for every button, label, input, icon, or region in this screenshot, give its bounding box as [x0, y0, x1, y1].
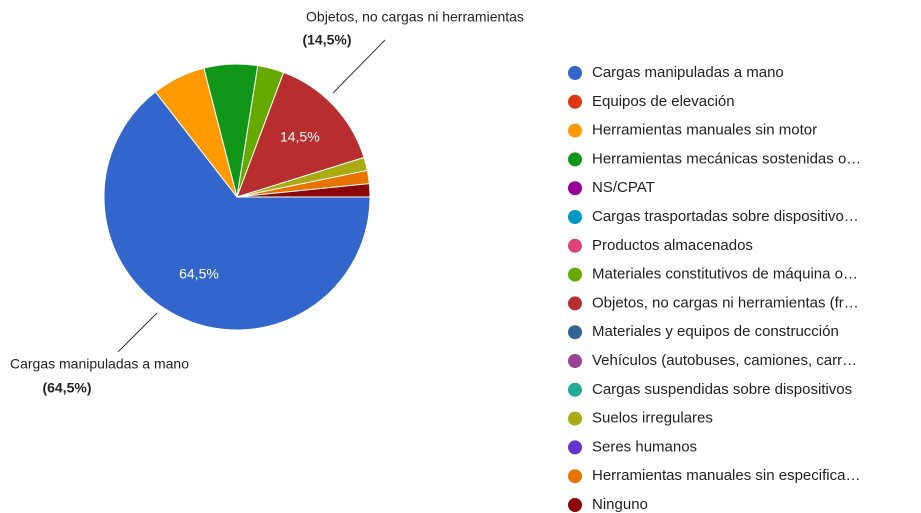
- legend-label: Cargas trasportadas sobre dispositivo…: [592, 208, 859, 225]
- annotation-value: (14,5%): [302, 32, 351, 48]
- legend-swatch: [568, 382, 582, 397]
- legend-swatch: [568, 440, 582, 455]
- legend-label: Materiales y equipos de construcción: [592, 323, 839, 340]
- legend-label: Objetos, no cargas ni herramientas (fr…: [592, 294, 859, 311]
- legend-label: Productos almacenados: [592, 237, 753, 254]
- slice-label: 64,5%: [179, 265, 219, 281]
- legend-swatch: [568, 498, 582, 512]
- legend-swatch: [568, 296, 582, 311]
- annotation: Objetos, no cargas ni herramientas: [306, 9, 524, 25]
- pie-slice: [236, 71, 365, 198]
- legend-swatch: [568, 66, 582, 80]
- legend-label: Cargas suspendidas sobre dispositivos: [592, 381, 852, 398]
- legend-label: Vehículos (autobuses, camiones, carr…: [592, 352, 857, 369]
- legend-label: Herramientas manuales sin especifica…: [592, 467, 860, 484]
- legend-label: Ninguno: [592, 496, 648, 513]
- legend-swatch: [568, 181, 582, 196]
- legend-swatch: [568, 354, 582, 368]
- slice-label: 14,5%: [280, 128, 320, 144]
- callout-line: [117, 312, 158, 353]
- legend-label: Seres humanos: [592, 438, 697, 455]
- legend-swatch: [568, 267, 582, 282]
- legend-label: Cargas manipuladas a mano: [592, 64, 784, 81]
- legend-swatch: [568, 94, 582, 109]
- legend-swatch: [568, 238, 582, 253]
- legend-label: NS/CPAT: [592, 179, 655, 196]
- legend-swatch: [568, 152, 582, 167]
- legend-swatch: [568, 469, 582, 484]
- legend-swatch: [568, 411, 582, 426]
- legend-swatch: [568, 210, 582, 224]
- pie-slice: [103, 91, 371, 331]
- annotation-value: (64,5%): [42, 380, 91, 396]
- legend-label: Suelos irregulares: [592, 410, 713, 427]
- legend-label: Materiales constitutivos de máquina o…: [592, 266, 858, 283]
- legend-swatch: [568, 325, 582, 340]
- legend-label: Equipos de elevación: [592, 93, 735, 110]
- legend-label: Herramientas mecánicas sostenidas o…: [592, 150, 861, 167]
- callout-line: [332, 39, 386, 94]
- pie-slice: [236, 183, 371, 198]
- legend-swatch: [568, 123, 582, 138]
- annotation: Cargas manipuladas a mano: [10, 356, 189, 372]
- legend-label: Herramientas manuales sin motor: [592, 122, 817, 139]
